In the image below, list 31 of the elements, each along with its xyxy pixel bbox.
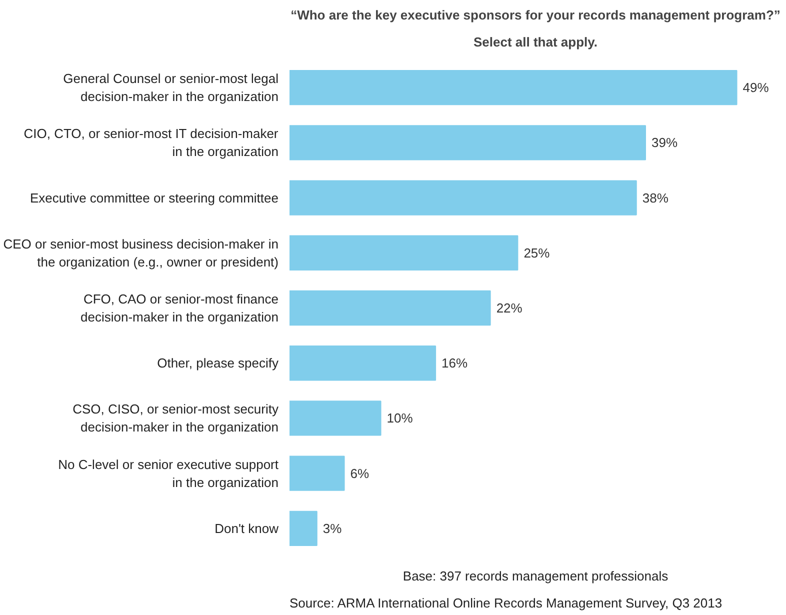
- data-label: 25%: [524, 245, 550, 260]
- bar: [290, 400, 382, 436]
- data-label: 39%: [651, 135, 678, 150]
- data-label: 22%: [496, 300, 523, 316]
- bar: [290, 180, 637, 216]
- y-tick-label: Executive committee or steering committee: [30, 190, 279, 206]
- data-label: 49%: [742, 80, 770, 96]
- bar: [290, 346, 436, 381]
- chart-title: “Who are the key executive sponsors for your records management program?”: [290, 8, 780, 22]
- y-tick-label: No C-level or senior executive support in the organization: [58, 456, 279, 490]
- bar: [290, 290, 491, 326]
- y-tick-label: Other, please specify: [157, 356, 279, 371]
- bar: [290, 510, 318, 546]
- y-tick-label: CSO, CISO, or senior-most security decision-maker in the organization: [72, 402, 279, 435]
- y-tick-label: CFO, CAO or senior-most finance decision-maker in the organization: [80, 292, 279, 324]
- bar: [290, 125, 646, 160]
- y-tick-label: CEO or senior-most business decision-maker in the organization (e.g., owner or president): [3, 236, 279, 270]
- data-label: 3%: [322, 520, 342, 536]
- bar: [290, 70, 738, 106]
- data-label: 38%: [642, 190, 669, 206]
- source-note: Source: ARMA International Online Records Management Survey, Q3 2013: [290, 596, 722, 610]
- chart-subtitle: Select all that apply.: [473, 34, 598, 50]
- data-label: 10%: [386, 410, 414, 426]
- y-tick-label: Don't know: [214, 520, 280, 536]
- text: Base: 397 records management professionals: [402, 568, 669, 584]
- data-label: 16%: [442, 356, 468, 371]
- bar: [290, 235, 518, 270]
- y-tick-label: CIO, CTO, or senior-most IT decision-maker in the organization: [24, 126, 279, 160]
- y-tick-label: General Counsel or senior-most legal decision-maker in the organization: [63, 71, 279, 104]
- data-label: 6%: [350, 466, 370, 481]
- bar: [290, 456, 345, 491]
